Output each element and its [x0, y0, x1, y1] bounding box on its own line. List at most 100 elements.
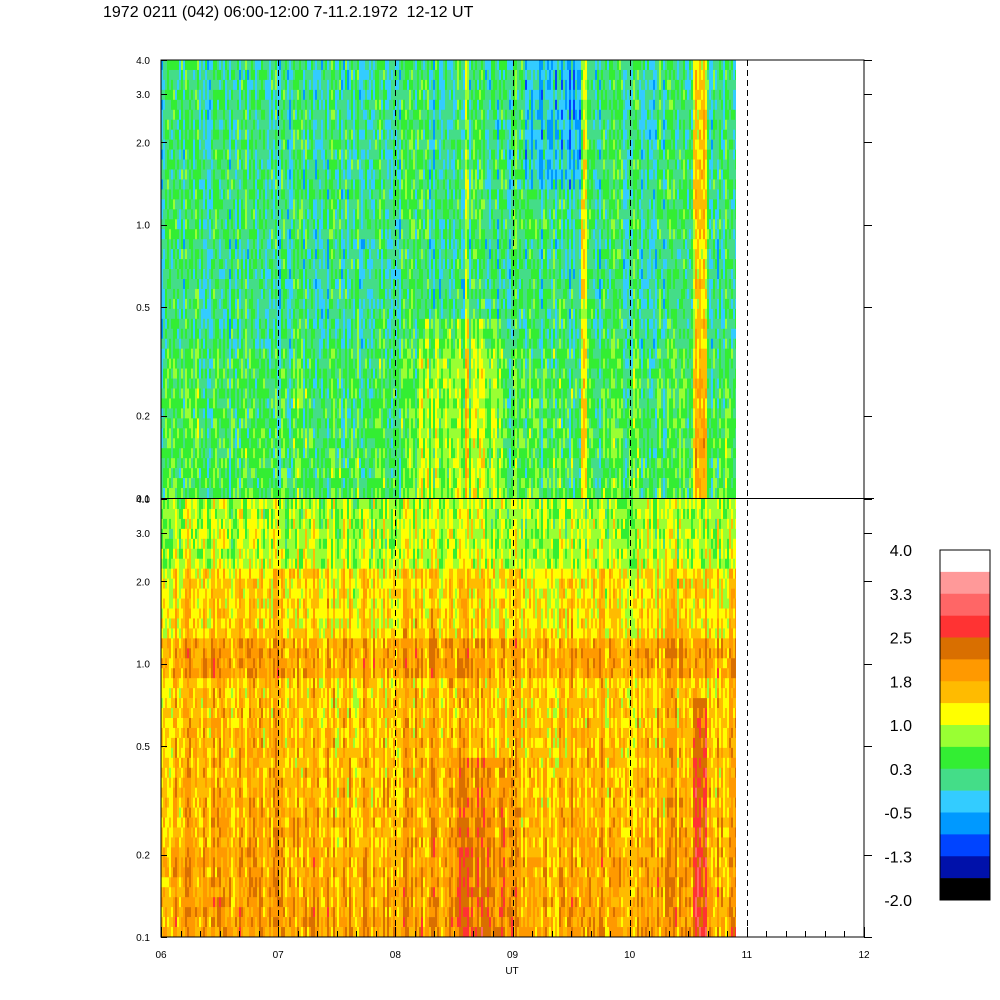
spectrogram-cell — [501, 388, 504, 419]
spectrogram-cell — [525, 159, 528, 180]
spectrogram-cell — [259, 169, 262, 180]
spectrogram-cell — [253, 438, 256, 449]
spectrogram-cell — [239, 478, 242, 489]
spectrogram-cell — [161, 229, 164, 240]
spectrogram-cell — [447, 368, 450, 389]
spectrogram-cell — [169, 468, 172, 479]
spectrogram-cell — [179, 169, 182, 180]
spectrogram-cell — [383, 69, 386, 81]
spectrogram-cell — [501, 239, 504, 250]
spectrogram-cell — [337, 378, 340, 389]
spectrogram-cell — [379, 478, 382, 489]
spectrogram-cell — [319, 60, 322, 71]
spectrogram-cell — [299, 408, 302, 459]
spectrogram-cell — [365, 79, 368, 91]
spectrogram-cell — [485, 338, 488, 349]
spectrogram-cell — [203, 149, 206, 160]
spectrogram-cell — [249, 398, 252, 409]
spectrogram-cell — [461, 189, 464, 220]
spectrogram-cell — [497, 259, 500, 270]
spectrogram-cell — [265, 249, 268, 290]
spectrogram-cell — [371, 79, 374, 91]
spectrogram-cell — [313, 288, 316, 320]
spectrogram-cell — [349, 69, 352, 91]
spectrogram-cell — [211, 458, 214, 489]
spectrogram-cell — [259, 318, 262, 330]
spectrogram-cell — [479, 279, 482, 290]
spectrogram-cell — [513, 249, 516, 270]
spectrogram-cell — [187, 139, 190, 150]
spectrogram-cell — [399, 219, 402, 240]
spectrogram-cell — [187, 129, 190, 140]
spectrogram-cell — [411, 79, 414, 91]
spectrogram-cell — [405, 60, 408, 91]
spectrogram-cell — [449, 269, 452, 280]
spectrogram-cell — [471, 89, 474, 101]
spectrogram-cell — [415, 348, 418, 359]
spectrogram-cell — [495, 378, 498, 389]
spectrogram-cell — [371, 60, 374, 71]
spectrogram-cell — [415, 478, 418, 498]
spectrogram-cell — [231, 388, 234, 409]
spectrogram-cell — [313, 388, 316, 399]
spectrogram-cell — [347, 179, 350, 190]
spectrogram-cell — [329, 89, 332, 111]
spectrogram-cell — [259, 129, 262, 140]
spectrogram-cell — [367, 229, 370, 240]
spectrogram-cell — [201, 448, 204, 459]
spectrogram-cell — [263, 219, 266, 230]
spectrogram-cell — [219, 279, 222, 300]
spectrogram-cell — [339, 199, 342, 220]
spectrogram-cell — [195, 109, 198, 121]
spectrogram-cell — [497, 398, 500, 409]
spectrogram-cell — [299, 109, 302, 121]
spectrogram-cell — [257, 179, 260, 190]
spectrogram-cell — [437, 239, 440, 250]
spectrogram-cell — [325, 308, 328, 330]
spectrogram-cell — [477, 99, 480, 111]
spectrogram-cell — [285, 318, 288, 340]
spectrogram-cell — [297, 129, 300, 140]
spectrogram-cell — [207, 358, 210, 369]
spectrogram-cell — [299, 60, 302, 81]
spectrogram-cell — [299, 269, 302, 280]
spectrogram-cell — [517, 269, 520, 280]
spectrogram-cell — [425, 239, 428, 250]
spectrogram-cell — [447, 468, 450, 479]
spectrogram-cell — [451, 119, 454, 130]
spectrogram-cell — [367, 338, 370, 349]
spectrogram-cell — [427, 189, 430, 200]
spectrogram-cell — [263, 99, 266, 111]
spectrogram-cell — [285, 89, 288, 140]
spectrogram-cell — [365, 478, 368, 498]
spectrogram-cell — [197, 89, 200, 101]
spectrogram-cell — [377, 388, 380, 399]
spectrogram-cell — [169, 398, 172, 409]
spectrogram-cell — [515, 288, 518, 300]
spectrogram-cell — [411, 338, 414, 349]
spectrogram-cell — [287, 149, 290, 170]
spectrogram-cell — [419, 338, 422, 349]
spectrogram-cell — [205, 448, 208, 459]
spectrogram-cell — [503, 378, 506, 389]
spectrogram-cell — [459, 288, 462, 320]
spectrogram-cell — [227, 358, 230, 369]
spectrogram-cell — [503, 308, 506, 340]
spectrogram-cell — [419, 179, 422, 200]
spectrogram-cell — [285, 488, 288, 498]
spectrogram-cell — [393, 259, 396, 270]
spectrogram-cell — [259, 348, 262, 359]
spectrogram-cell — [421, 229, 424, 250]
spectrogram-cell — [357, 308, 360, 379]
spectrogram-cell — [209, 338, 212, 349]
spectrogram-cell — [447, 348, 450, 359]
spectrogram-cell — [375, 269, 378, 280]
spectrogram-cell — [167, 358, 170, 369]
spectrogram-cell — [509, 259, 512, 270]
spectrogram-cell — [467, 438, 470, 449]
spectrogram-cell — [275, 478, 278, 498]
spectrogram-cell — [431, 149, 434, 170]
spectrogram-cell — [477, 239, 480, 260]
spectrogram-cell — [225, 229, 228, 250]
spectrogram-cell — [385, 69, 388, 81]
